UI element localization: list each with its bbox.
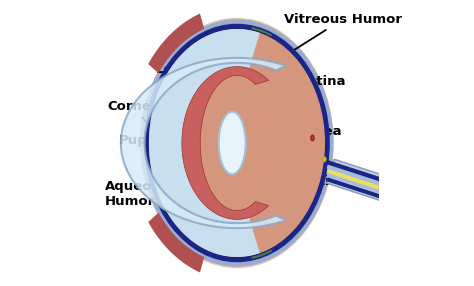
Ellipse shape [140, 18, 334, 268]
Text: Retina: Retina [281, 75, 346, 110]
Polygon shape [327, 159, 388, 200]
Polygon shape [148, 213, 204, 273]
Text: Cornea: Cornea [108, 100, 160, 124]
Polygon shape [327, 177, 381, 198]
Ellipse shape [219, 112, 246, 174]
Text: Pupil: Pupil [119, 134, 170, 147]
Polygon shape [148, 13, 204, 73]
Polygon shape [327, 164, 381, 186]
Ellipse shape [323, 157, 326, 162]
Polygon shape [182, 67, 269, 219]
Polygon shape [327, 173, 381, 194]
Text: Vitreous Humor: Vitreous Humor [255, 13, 402, 75]
Ellipse shape [311, 135, 314, 141]
Text: Lens: Lens [156, 63, 191, 102]
Polygon shape [327, 169, 381, 190]
Polygon shape [327, 160, 381, 182]
Ellipse shape [149, 29, 325, 257]
Text: Optic Disk: Optic Disk [292, 174, 375, 188]
Polygon shape [149, 29, 260, 257]
Polygon shape [121, 58, 286, 228]
Text: Aqueous
Humor: Aqueous Humor [105, 165, 170, 208]
Text: Fovea: Fovea [291, 125, 343, 140]
